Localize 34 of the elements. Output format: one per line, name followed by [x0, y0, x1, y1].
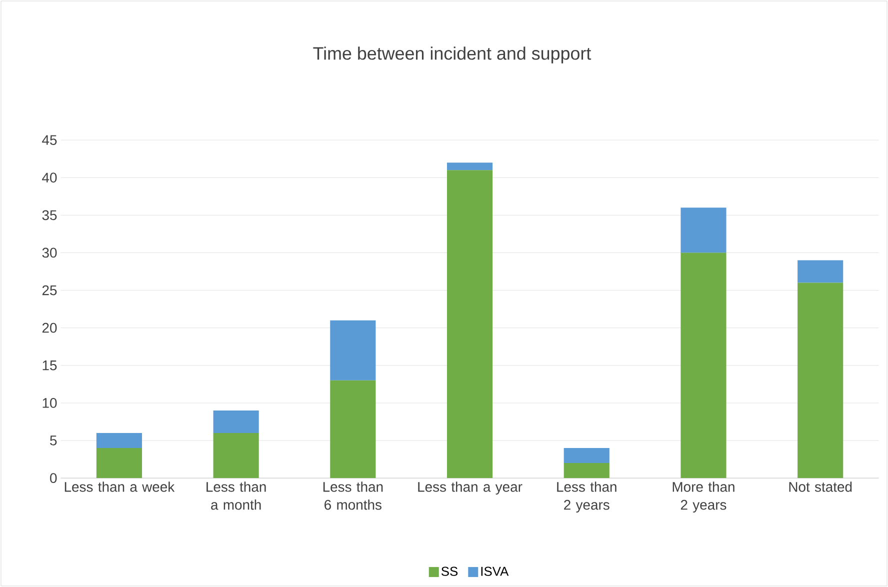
y-tick-label: 15	[42, 360, 57, 370]
y-tick-label: 5	[50, 436, 57, 446]
bar	[446, 162, 493, 170]
bar	[798, 260, 844, 283]
bar	[798, 282, 844, 478]
y-tick-label: 40	[42, 172, 57, 183]
x-tick-label: Less than 2 years	[557, 482, 616, 513]
y-tick-label: 10	[42, 398, 57, 408]
bar	[564, 448, 610, 464]
x-tick-label: Less than 6 months	[323, 482, 383, 510]
bar	[446, 170, 493, 478]
chart-title: Time between incident and support	[313, 46, 592, 64]
y-tick-label: 0	[50, 473, 57, 484]
y-tick-label: 25	[42, 285, 57, 296]
bar	[564, 463, 610, 478]
bar	[213, 410, 259, 434]
y-tick-label: 35	[42, 210, 57, 220]
x-tick-label: More than 2 years	[672, 482, 734, 513]
y-tick-label: 30	[42, 248, 57, 258]
bar	[96, 433, 142, 448]
bar	[213, 433, 259, 478]
bar	[680, 252, 726, 478]
legend-label: ISVA	[481, 566, 509, 576]
x-tick-label: Less than a month	[206, 482, 266, 510]
x-tick-label: Less than a week	[64, 482, 175, 492]
y-tick-label: 20	[42, 322, 57, 333]
bar	[330, 320, 376, 380]
bar	[96, 448, 142, 478]
x-tick-label: Not stated	[789, 482, 852, 492]
bar	[680, 208, 726, 253]
bar	[330, 380, 376, 478]
x-tick-label: Less than a year	[418, 482, 522, 495]
y-tick-label: 45	[42, 135, 57, 145]
legend-label: SS	[441, 566, 458, 576]
